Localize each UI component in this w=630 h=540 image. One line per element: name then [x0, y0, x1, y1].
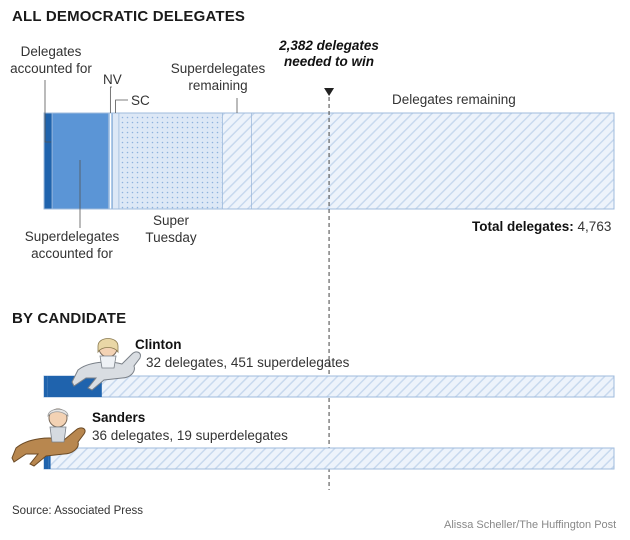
clinton-detail: 32 delegates, 451 superdelegates	[146, 355, 350, 370]
segment-nv	[107, 112, 113, 210]
segment-sc	[112, 112, 120, 210]
chart-title: ALL DEMOCRATIC DELEGATES	[12, 8, 246, 25]
needed-to-win-label: 2,382 delegates needed to win	[262, 38, 396, 70]
sanders-superdelegates-bar	[48, 448, 51, 469]
leader-nv	[109, 86, 112, 113]
segment-super-tuesday	[118, 112, 223, 210]
by-candidate-title: BY CANDIDATE	[12, 310, 127, 327]
leader-delegates-accounted	[44, 80, 52, 143]
sanders-bar-background	[43, 447, 615, 470]
needed-line-1: 2,382 delegates	[279, 38, 379, 53]
needed-line-2: needed to win	[283, 54, 374, 69]
sanders-detail: 36 delegates, 19 superdelegates	[92, 428, 288, 443]
clinton-delegates-bar	[44, 376, 48, 397]
sanders-delegates-bar	[44, 448, 49, 469]
delegates-remaining-label: Delegates remaining	[392, 92, 516, 107]
credit-note: Alissa Scheller/The Huffington Post	[444, 519, 617, 531]
superdelegates-remaining-label: Superdelegates remaining	[170, 61, 266, 93]
needed-arrow-icon	[324, 88, 335, 96]
clinton-superdelegates-bar	[47, 376, 102, 397]
clinton-name: Clinton	[135, 337, 182, 352]
leader-sc	[115, 99, 128, 113]
segment-delegates-remaining	[250, 112, 615, 210]
clinton-horse-icon	[71, 338, 141, 391]
super-tuesday-label: Super Tuesday	[145, 213, 197, 245]
nv-label: NV	[103, 72, 122, 87]
sanders-horse-icon	[11, 408, 86, 467]
segment-superdelegates-remaining	[222, 112, 252, 210]
total-delegates: Total delegates: 4,763	[472, 218, 611, 235]
delegates-accounted-label: Delegates accounted for	[10, 44, 92, 76]
sc-label: SC	[131, 93, 150, 108]
total-delegates-value: 4,763	[577, 219, 612, 234]
clinton-bar-background	[43, 375, 615, 398]
source-note: Source: Associated Press	[12, 505, 144, 517]
sanders-name: Sanders	[92, 410, 146, 425]
total-delegates-label: Total delegates:	[472, 219, 574, 234]
superdelegates-accounted-label: Superdelegates accounted for	[24, 229, 120, 261]
